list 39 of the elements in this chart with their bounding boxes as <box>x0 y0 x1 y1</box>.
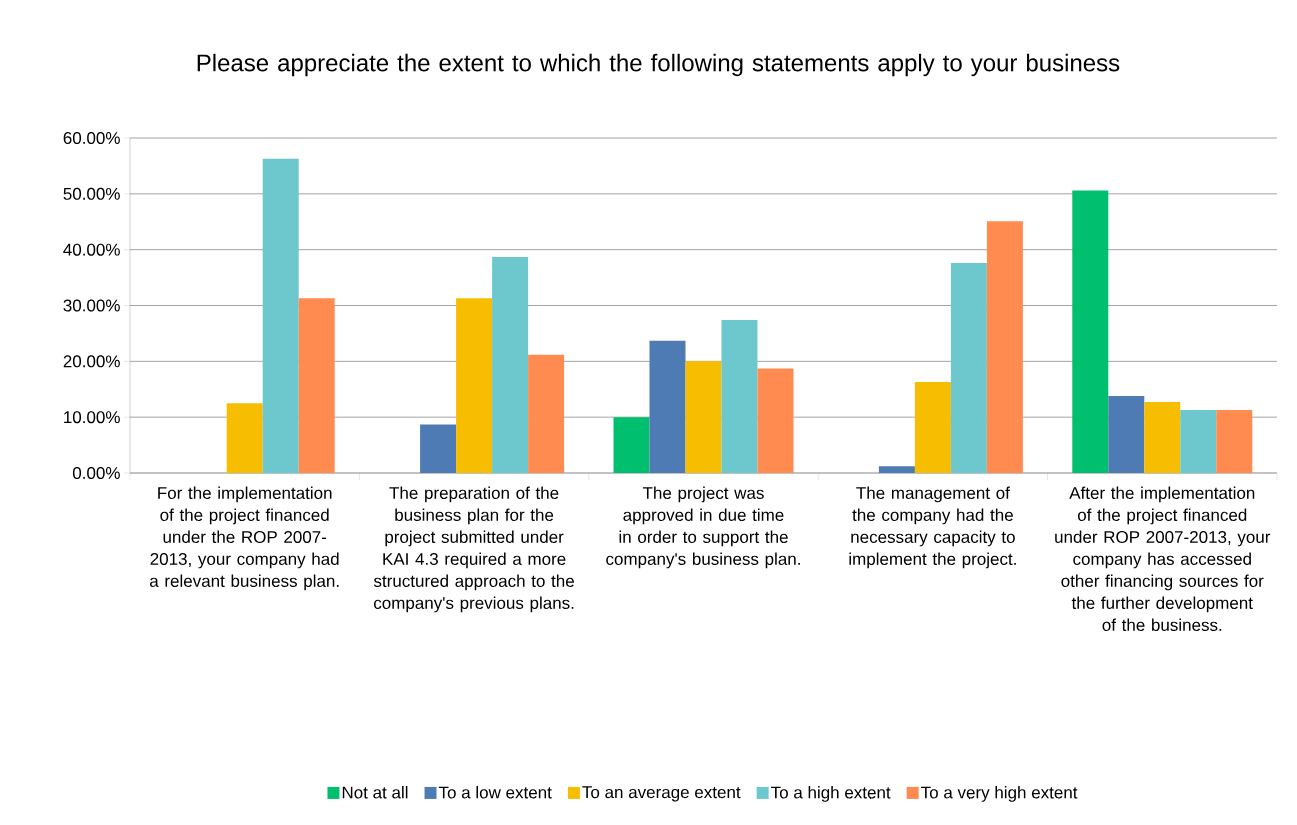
x-tick-label: The management of the company had the necessary capacity to implement the project. <box>849 486 1016 569</box>
bar <box>528 354 565 473</box>
bar <box>914 381 951 473</box>
x-tick-label: After the implementation of the project financed under ROP 2007-2013, your company has accessed other financing sources for the further development of the business. <box>1055 486 1271 632</box>
bar <box>649 340 686 473</box>
bar <box>986 221 1023 473</box>
bar <box>226 403 263 473</box>
y-tick-label: 60.00% <box>63 131 120 145</box>
bar <box>456 298 493 473</box>
y-tick-label: 50.00% <box>63 187 120 200</box>
legend-label: Not at all <box>342 786 408 799</box>
bar <box>492 256 529 473</box>
bar <box>1180 409 1217 473</box>
y-tick-label: 0.00% <box>72 466 120 480</box>
legend-label: To a low extent <box>438 786 552 799</box>
y-tick-label: 10.00% <box>64 411 120 424</box>
bar <box>262 158 299 473</box>
y-tick-label: 20.00% <box>63 355 120 368</box>
x-tick-label: For the implementation of the project financed under the ROP 2007-2013, your company had a relevant business plan. <box>149 486 339 591</box>
bar <box>721 320 758 473</box>
x-tick-label: The preparation of the business plan for the project submitted under KAI 4.3 required a more structured approach to the company's previous plans. <box>373 486 574 613</box>
bar <box>1072 190 1109 473</box>
legend-label: To an average extent <box>582 786 741 802</box>
bar <box>685 361 722 473</box>
bar <box>298 298 335 473</box>
x-tick-label: The project was approved in due time in order to support the company's business plan. <box>606 486 800 569</box>
y-tick-label: 30.00% <box>63 299 120 312</box>
bar <box>878 466 915 473</box>
legend-label: To a very high extent <box>921 786 1078 802</box>
bar <box>1144 402 1181 473</box>
chart-title: Please appreciate the extent to which the following statements apply to your business <box>197 53 1120 77</box>
bar <box>1216 409 1253 473</box>
legend-label: To a high extent <box>771 786 891 802</box>
y-tick-label: 40.00% <box>63 243 120 256</box>
bar <box>613 417 650 473</box>
bar <box>1108 395 1145 473</box>
bar <box>950 263 987 473</box>
bar <box>420 424 457 473</box>
bar <box>757 368 794 473</box>
